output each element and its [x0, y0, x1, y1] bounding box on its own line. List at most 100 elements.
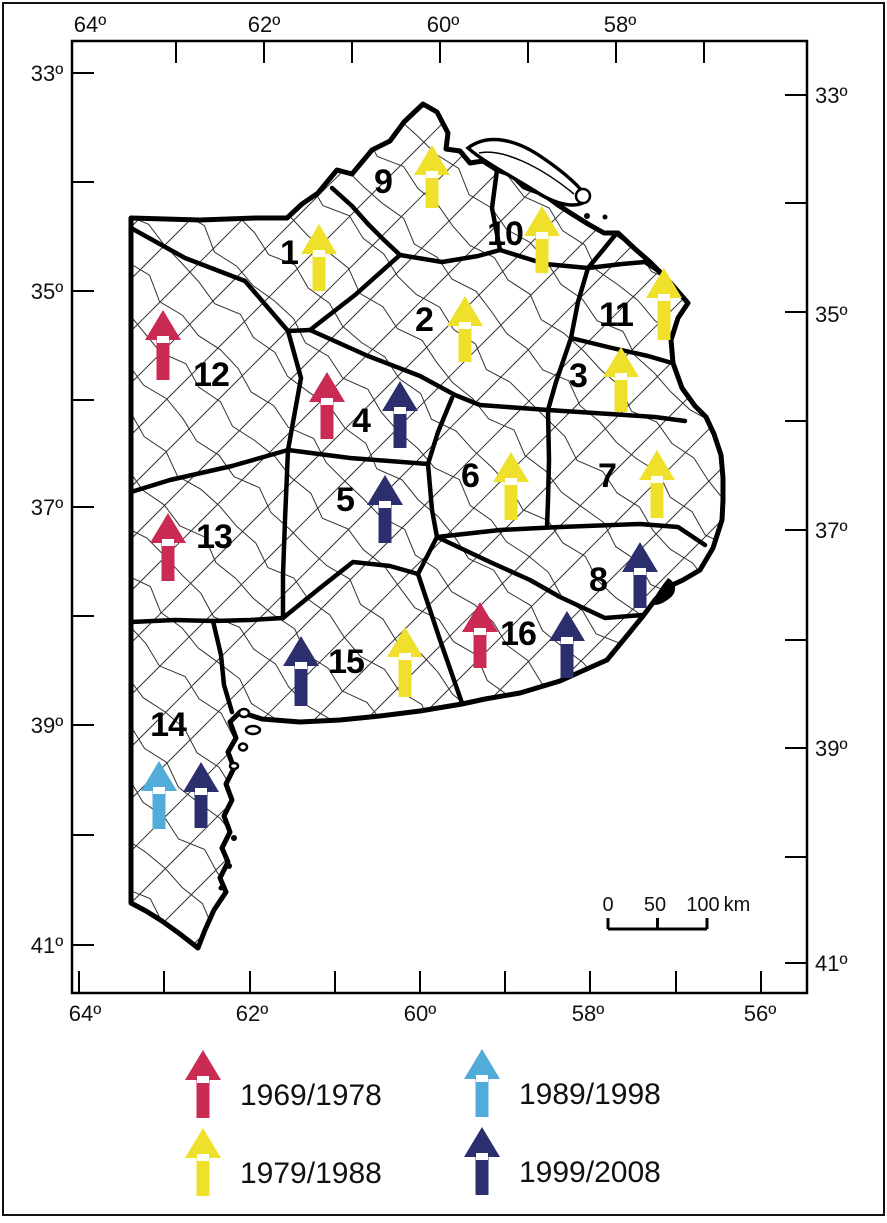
red-arrow-icon	[185, 1050, 221, 1118]
arrow-notch	[195, 788, 207, 795]
yellow-arrow-icon	[387, 627, 423, 697]
arrow-notch	[426, 171, 438, 178]
yellow-arrow-icon	[185, 1128, 221, 1196]
legend: 1969/1978 1989/1998 1979/1988 1999/2008	[185, 1049, 661, 1196]
county-line	[131, 135, 723, 948]
arrow-region-16-red	[462, 602, 498, 668]
yellow-arrow-icon	[524, 206, 560, 273]
county-line	[131, 104, 723, 878]
arrow-region-1-yellow	[301, 224, 337, 291]
parana-delta	[465, 137, 608, 220]
zone-number-7: 7	[598, 457, 616, 495]
arrow-notch	[561, 637, 573, 644]
lon-label-top: 58º	[604, 12, 637, 37]
county-line	[131, 653, 723, 948]
zone-number-9: 9	[374, 163, 392, 201]
arrow-notch	[505, 478, 517, 485]
arrow-region-3-yellow	[603, 347, 639, 412]
county-line	[131, 913, 723, 948]
arrow-notch	[321, 398, 333, 405]
legend-label-2: 1979/1988	[240, 1157, 382, 1190]
county-line	[131, 104, 723, 822]
arrow-region-7-yellow	[639, 450, 675, 518]
scale-bar	[606, 918, 709, 931]
graticule-ticks	[72, 41, 807, 993]
zone-number-11: 11	[599, 296, 633, 334]
arrow-region-15-yellow	[387, 627, 423, 697]
county-line	[131, 861, 723, 948]
county-line	[131, 104, 723, 770]
zone-number-15: 15	[328, 643, 364, 681]
lat-label-left: 39º	[31, 713, 64, 738]
scale-label-0: 0	[602, 894, 613, 916]
arrow-region-8-navy	[622, 542, 658, 608]
legend-label-0: 1969/1978	[240, 1079, 382, 1112]
zone-number-10: 10	[487, 215, 523, 253]
arrow-region-4-red	[309, 372, 345, 439]
arrow-notch	[197, 1154, 209, 1161]
arrow-region-2-yellow	[447, 296, 483, 362]
navy-arrow-icon	[283, 636, 319, 706]
yellow-arrow-icon	[301, 224, 337, 291]
legend-label-3: 1999/2008	[519, 1156, 661, 1189]
lat-label-right: 33º	[815, 83, 848, 108]
lat-label-left: 37º	[31, 495, 64, 520]
lon-label-bottom: 62º	[236, 1001, 269, 1026]
arrow-region-9-yellow	[414, 145, 450, 208]
legend-label-1: 1989/1998	[519, 1078, 661, 1111]
lat-label-right: 35º	[815, 302, 848, 327]
county-line	[131, 601, 723, 948]
arrow-notch	[313, 250, 325, 257]
yellow-arrow-icon	[639, 450, 675, 518]
county-line	[131, 549, 723, 948]
legend-arrow-red	[185, 1050, 221, 1118]
scale-label-km: km	[724, 894, 751, 916]
lon-label-top: 60º	[427, 12, 460, 37]
trend-arrows	[141, 145, 682, 829]
county-line	[131, 104, 723, 948]
arrow-notch	[658, 294, 670, 301]
zone-number-13: 13	[196, 518, 232, 556]
arrow-region-6-yellow	[493, 452, 529, 520]
lat-label-right: 37º	[815, 518, 848, 543]
zone-number-4: 4	[352, 402, 371, 440]
arrow-notch	[379, 501, 391, 508]
cyan-arrow-icon	[141, 761, 177, 829]
arrow-region-15-navy	[283, 636, 319, 706]
lat-label-left: 33º	[31, 61, 64, 86]
arrow-notch	[157, 336, 169, 343]
county-line	[131, 104, 723, 717]
scale-label-100: 100	[686, 894, 719, 916]
arrow-notch	[459, 322, 471, 329]
arrow-region-12-red	[145, 310, 181, 380]
red-arrow-icon	[145, 310, 181, 380]
arrow-region-11-yellow	[646, 268, 682, 340]
headland	[650, 578, 676, 606]
zone-number-6: 6	[461, 457, 479, 495]
lat-label-right: 41º	[815, 951, 848, 976]
arrow-notch	[634, 568, 646, 575]
lon-label-top: 62º	[248, 12, 281, 37]
arrow-notch	[476, 1075, 488, 1082]
county-line	[131, 104, 723, 948]
arrow-region-4-navy	[382, 381, 418, 448]
zone-number-8: 8	[589, 561, 607, 599]
navy-arrow-icon	[464, 1127, 500, 1195]
arrow-notch	[476, 1153, 488, 1160]
arrow-notch	[651, 476, 663, 483]
county-line	[131, 864, 723, 948]
zone-number-16: 16	[500, 615, 536, 653]
navy-arrow-icon	[382, 381, 418, 448]
lon-label-bottom: 56º	[744, 1001, 777, 1026]
arrow-notch	[295, 662, 307, 669]
county-line	[131, 104, 723, 411]
lon-label-top: 64º	[74, 12, 107, 37]
county-line	[131, 705, 723, 948]
scale-bar-labels: 0 50 100 km	[602, 894, 750, 916]
arrow-notch	[615, 373, 627, 380]
scale-label-50: 50	[644, 894, 666, 916]
zone-number-12: 12	[193, 356, 229, 394]
lon-label-bottom: 60º	[404, 1001, 437, 1026]
